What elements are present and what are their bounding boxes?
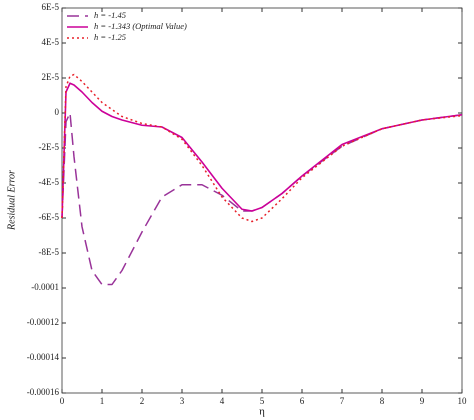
y-tick-label: 0 xyxy=(55,107,60,117)
y-tick-label: -0.00014 xyxy=(27,352,60,362)
x-tick-label: 9 xyxy=(420,396,425,406)
y-tick-label: -6E-5 xyxy=(39,212,60,222)
x-axis-label: η xyxy=(259,406,265,418)
legend-label: h = -1.45 xyxy=(94,10,126,20)
y-tick-label: -0.00012 xyxy=(27,317,59,327)
series-line xyxy=(61,112,463,286)
y-axis-label: Residual Error xyxy=(6,170,17,231)
x-tick-label: 0 xyxy=(60,396,65,406)
y-tick-label: 4E-5 xyxy=(42,37,60,47)
y-tick-label: 6E-5 xyxy=(42,2,60,12)
plot-frame xyxy=(61,7,463,394)
y-tick-label: 2E-5 xyxy=(42,72,60,82)
y-tick-label: -2E-5 xyxy=(39,142,60,152)
legend-label: h = -1.25 xyxy=(94,32,126,42)
y-tick-label: -8E-5 xyxy=(39,247,60,257)
x-tick-label: 4 xyxy=(220,396,225,406)
x-tick-label: 8 xyxy=(380,396,385,406)
series-line xyxy=(61,82,463,219)
x-tick-label: 5 xyxy=(260,396,265,406)
x-tick-label: 7 xyxy=(340,396,345,406)
series-line xyxy=(61,73,463,223)
y-tick-label: -0.00016 xyxy=(27,387,60,397)
x-tick-label: 6 xyxy=(300,396,305,406)
x-tick-label: 1 xyxy=(100,396,105,406)
x-tick-label: 3 xyxy=(180,396,185,406)
x-tick-label: 10 xyxy=(458,396,468,406)
y-tick-label: -0.0001 xyxy=(31,282,59,292)
y-tick-label: -4E-5 xyxy=(39,177,60,187)
x-tick-label: 2 xyxy=(140,396,145,406)
legend-label: h = -1.343 (Optimal Value) xyxy=(94,21,187,31)
